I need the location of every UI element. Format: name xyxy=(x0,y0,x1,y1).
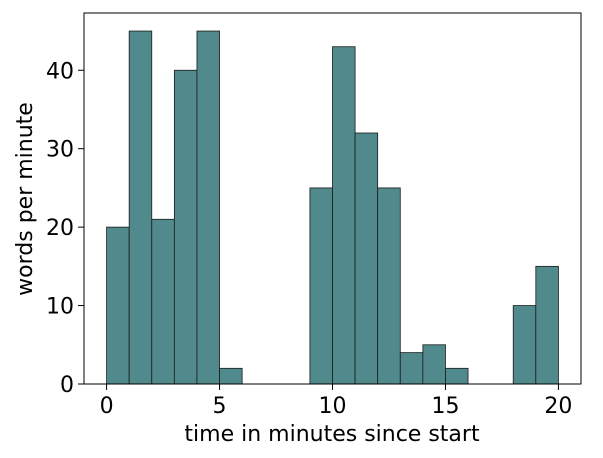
bars-group xyxy=(106,30,559,385)
y-tick-label-4: 40 xyxy=(46,59,74,84)
y-axis-ticks: 0 10 20 30 40 xyxy=(46,59,84,398)
y-tick-label-0: 0 xyxy=(60,373,74,398)
bar-9 xyxy=(377,187,401,385)
bar-10 xyxy=(399,352,424,385)
y-tick-label-3: 30 xyxy=(46,138,74,163)
bar-4 xyxy=(196,30,220,385)
bar-8 xyxy=(354,132,379,385)
bar-12 xyxy=(445,367,469,385)
y-tick-label-2: 20 xyxy=(46,216,74,241)
bar-14 xyxy=(535,265,559,385)
y-axis-label: words per minute xyxy=(13,102,38,296)
bar-3 xyxy=(173,69,198,385)
x-tick-label-1: 5 xyxy=(213,394,227,419)
bar-2 xyxy=(151,218,175,385)
bar-0 xyxy=(106,226,130,385)
bar-1 xyxy=(128,30,153,385)
x-tick-label-0: 0 xyxy=(100,394,114,419)
x-tick-label-3: 15 xyxy=(431,394,459,419)
y-tick-label-1: 10 xyxy=(46,295,74,320)
bar-5 xyxy=(219,367,243,385)
x-axis-label: time in minutes since start xyxy=(184,422,480,447)
x-tick-label-4: 20 xyxy=(544,394,572,419)
x-tick-label-2: 10 xyxy=(319,394,347,419)
bar-13 xyxy=(512,305,537,385)
x-axis-ticks: 0 5 10 15 20 xyxy=(100,384,572,419)
bar-6 xyxy=(309,187,333,385)
bar-11 xyxy=(422,344,446,385)
bar-7 xyxy=(332,46,356,385)
